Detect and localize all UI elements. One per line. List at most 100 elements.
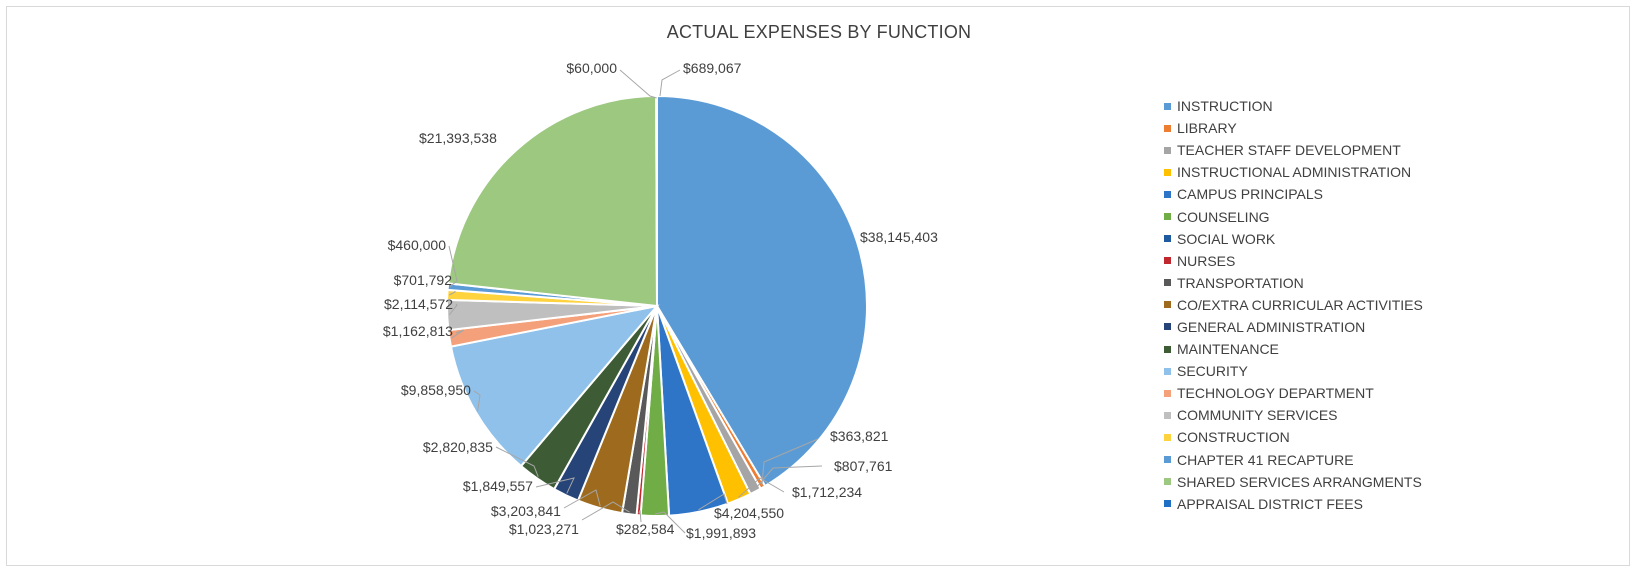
- legend-label-general-administration: GENERAL ADMINISTRATION: [1177, 318, 1366, 335]
- legend-label-maintenance: MAINTENANCE: [1177, 341, 1279, 358]
- data-label-general-administration: $1,849,557: [463, 478, 533, 494]
- legend-label-construction: CONSTRUCTION: [1177, 429, 1290, 446]
- chart-title: ACTUAL EXPENSES BY FUNCTION: [666, 22, 972, 42]
- legend: INSTRUCTION LIBRARY TEACHER STAFF DEVELOPM…: [1164, 95, 1423, 515]
- pie-slice-security: [449, 304, 660, 468]
- leader-line-nurses: [638, 509, 642, 523]
- data-label-chapter-41-recapture: $460,000: [388, 237, 447, 253]
- legend-swatch-campus-principals: [1164, 190, 1171, 198]
- legend-swatch-appraisal-district-fees: [1164, 500, 1171, 508]
- data-label-instruction: $38,145,403: [860, 229, 938, 245]
- data-label-co-extra-curricular-activities: $3,203,841: [491, 503, 561, 519]
- legend-label-campus-principals: CAMPUS PRINCIPALS: [1177, 186, 1323, 203]
- data-label-appraisal-district-fees: $60,000: [566, 60, 617, 76]
- legend-label-co-extra-curricular-activities: CO/EXTRA CURRICULAR ACTIVITIES: [1177, 296, 1423, 313]
- legend-swatch-teacher-staff-development: [1164, 146, 1171, 154]
- leader-line-counseling: [654, 511, 686, 534]
- legend-label-appraisal-district-fees: APPRAISAL DISTRICT FEES: [1177, 495, 1363, 512]
- legend-label-nurses: NURSES: [1177, 252, 1236, 269]
- legend-item-teacher-staff-development: TEACHER STAFF DEVELOPMENT: [1164, 139, 1423, 161]
- legend-label-social-work: SOCIAL WORK: [1177, 230, 1276, 247]
- data-label-maintenance: $2,820,835: [423, 439, 493, 455]
- legend-item-campus-principals: CAMPUS PRINCIPALS: [1164, 183, 1423, 205]
- legend-swatch-construction: [1164, 433, 1171, 441]
- legend-swatch-library: [1164, 124, 1171, 132]
- legend-item-chapter-41-recapture: CHAPTER 41 RECAPTURE: [1164, 449, 1423, 471]
- legend-swatch-technology-department: [1164, 389, 1171, 397]
- legend-item-counseling: COUNSELING: [1164, 205, 1423, 227]
- leader-line-appraisal-district-fees: [619, 69, 657, 99]
- legend-label-transportation: TRANSPORTATION: [1177, 274, 1304, 291]
- leader-line-construction: [449, 291, 456, 296]
- legend-swatch-counseling: [1164, 213, 1171, 221]
- leader-line-general-administration: [535, 477, 575, 494]
- legend-label-counseling: COUNSELING: [1177, 208, 1270, 225]
- legend-item-appraisal-district-fees: APPRAISAL DISTRICT FEES: [1164, 493, 1423, 515]
- legend-item-instructional-administration: INSTRUCTIONAL ADMINISTRATION: [1164, 161, 1423, 183]
- legend-label-instructional-administration: INSTRUCTIONAL ADMINISTRATION: [1177, 164, 1412, 181]
- data-label-shared-services-arrangments: $21,393,538: [419, 130, 497, 146]
- leader-line-teacher-staff-development: [754, 465, 823, 491]
- legend-item-shared-services-arrangments: SHARED SERVICES ARRANGMENTS: [1164, 471, 1423, 493]
- legend-label-community-services: COMMUNITY SERVICES: [1177, 407, 1338, 424]
- legend-swatch-transportation: [1164, 279, 1171, 287]
- data-label-instructional-administration: $1,712,234: [792, 484, 862, 500]
- pie-slice-appraisal-district-fees: [655, 94, 658, 307]
- leader-line-security: [473, 390, 481, 412]
- leader-line-transportation: [581, 501, 630, 521]
- legend-item-community-services: COMMUNITY SERVICES: [1164, 404, 1423, 426]
- legend-swatch-shared-services-arrangments: [1164, 478, 1171, 486]
- data-label-security: $9,858,950: [401, 382, 471, 398]
- legend-label-chapter-41-recapture: CHAPTER 41 RECAPTURE: [1177, 451, 1354, 468]
- legend-item-security: SECURITY: [1164, 360, 1423, 382]
- legend-swatch-security: [1164, 367, 1171, 375]
- legend-swatch-social-work: [1164, 235, 1171, 243]
- legend-item-library: LIBRARY: [1164, 117, 1423, 139]
- data-label-construction: $701,792: [394, 272, 453, 288]
- legend-label-instruction: INSTRUCTION: [1177, 98, 1273, 115]
- data-label-library: $363,821: [830, 428, 889, 444]
- data-label-counseling: $1,991,893: [686, 525, 756, 541]
- legend-swatch-nurses: [1164, 257, 1171, 265]
- data-label-transportation: $1,023,271: [509, 521, 579, 537]
- legend-swatch-chapter-41-recapture: [1164, 456, 1171, 464]
- leader-line-instructional-administration: [738, 477, 785, 498]
- legend-item-construction: CONSTRUCTION: [1164, 426, 1423, 448]
- legend-item-instruction: INSTRUCTION: [1164, 95, 1423, 117]
- leader-line-technology-department: [451, 329, 465, 339]
- leader-line-library: [761, 438, 819, 486]
- data-label-nurses: $282,584: [616, 521, 675, 537]
- leader-line-community-services: [448, 303, 458, 316]
- data-label-community-services: $2,114,572: [384, 296, 453, 312]
- legend-swatch-instructional-administration: [1164, 168, 1171, 176]
- legend-swatch-maintenance: [1164, 345, 1171, 353]
- legend-label-teacher-staff-development: TEACHER STAFF DEVELOPMENT: [1177, 142, 1401, 159]
- legend-item-nurses: NURSES: [1164, 250, 1423, 272]
- chart-frame: [6, 6, 1630, 566]
- data-label-teacher-staff-development: $807,761: [834, 458, 893, 474]
- leader-line-maintenance: [495, 446, 539, 477]
- legend-swatch-general-administration: [1164, 323, 1171, 331]
- legend-item-transportation: TRANSPORTATION: [1164, 272, 1423, 294]
- pie-slice-shared-services-arrangments: [447, 94, 659, 308]
- data-label-technology-department: $1,162,813: [383, 323, 453, 339]
- legend-label-technology-department: TECHNOLOGY DEPARTMENT: [1177, 385, 1374, 402]
- leader-line-co-extra-curricular-activities: [563, 489, 601, 509]
- data-label-unassigned-0: $689,067: [683, 60, 742, 76]
- legend-swatch-community-services: [1164, 411, 1171, 419]
- legend-item-maintenance: MAINTENANCE: [1164, 338, 1423, 360]
- pie-slice-instruction: [656, 94, 868, 488]
- leader-line-unassigned-0: [659, 69, 681, 97]
- legend-item-co-extra-curricular-activities: CO/EXTRA CURRICULAR ACTIVITIES: [1164, 294, 1423, 316]
- leader-line-campus-principals: [698, 493, 728, 511]
- legend-label-security: SECURITY: [1177, 363, 1248, 380]
- leader-line-chapter-41-recapture: [448, 245, 458, 288]
- legend-item-social-work: SOCIAL WORK: [1164, 228, 1423, 250]
- data-label-campus-principals: $4,204,550: [714, 505, 784, 521]
- legend-label-library: LIBRARY: [1177, 120, 1237, 137]
- legend-label-shared-services-arrangments: SHARED SERVICES ARRANGMENTS: [1177, 473, 1422, 490]
- legend-item-general-administration: GENERAL ADMINISTRATION: [1164, 316, 1423, 338]
- legend-swatch-instruction: [1164, 102, 1171, 110]
- legend-swatch-co-extra-curricular-activities: [1164, 301, 1171, 309]
